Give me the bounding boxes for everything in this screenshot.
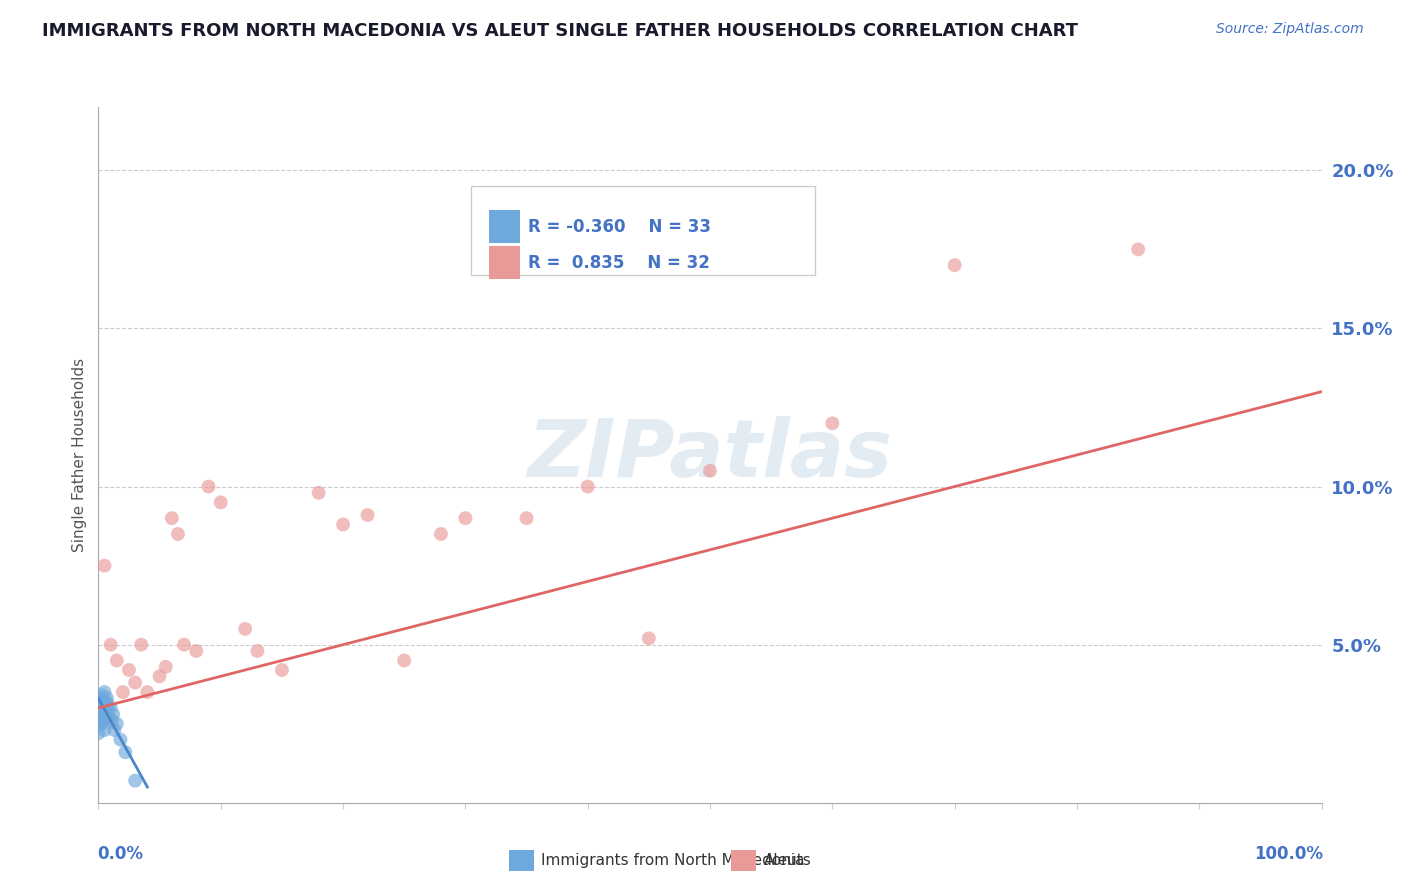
Point (91, 701, 114, 715)
Point (91, 698, 114, 712)
Point (167, 527, 190, 541)
Point (124, 675, 146, 690)
Text: Source: ZipAtlas.com: Source: ZipAtlas.com (1216, 22, 1364, 37)
Y-axis label: Single Father Households: Single Father Households (72, 358, 87, 552)
Point (124, 773, 146, 788)
Point (105, 653, 128, 667)
Point (576, 479, 599, 493)
Point (515, 511, 537, 525)
Point (90, 710, 112, 724)
Point (821, 417, 844, 431)
Point (96, 704, 118, 718)
Point (129, 638, 152, 652)
Point (101, 714, 124, 728)
Point (246, 644, 269, 658)
Point (91, 714, 114, 728)
Point (197, 479, 219, 493)
Point (96, 691, 118, 706)
Text: R = -0.360    N = 33: R = -0.360 N = 33 (529, 218, 711, 235)
Point (118, 663, 141, 677)
Point (91, 695, 114, 709)
Point (114, 745, 136, 759)
Point (98, 710, 121, 724)
Point (356, 508, 378, 522)
Point (87, 716, 110, 731)
Text: R =  0.835    N = 32: R = 0.835 N = 32 (529, 253, 710, 271)
Text: IMMIGRANTS FROM NORTH MACEDONIA VS ALEUT SINGLE FATHER HOUSEHOLDS CORRELATION CH: IMMIGRANTS FROM NORTH MACEDONIA VS ALEUT… (42, 22, 1078, 40)
Point (105, 716, 128, 731)
Point (186, 644, 208, 658)
Text: Aleuts: Aleuts (763, 854, 811, 868)
Point (308, 486, 330, 500)
Point (637, 632, 661, 646)
Point (91, 716, 114, 731)
Text: Immigrants from North Macedonia: Immigrants from North Macedonia (541, 854, 804, 868)
Point (87, 726, 110, 740)
Point (136, 685, 159, 699)
Point (94, 710, 117, 724)
Point (97, 698, 120, 712)
Point (93, 685, 115, 699)
Point (93, 723, 115, 737)
Point (270, 663, 294, 677)
Point (110, 732, 132, 747)
Point (90, 704, 112, 718)
Point (173, 638, 195, 652)
Point (1128, 243, 1150, 257)
Point (90, 691, 112, 706)
Point (91, 704, 114, 718)
Point (233, 622, 256, 636)
Point (111, 685, 134, 699)
Text: ZIPatlas: ZIPatlas (527, 416, 893, 494)
Point (89, 701, 111, 715)
Point (155, 660, 177, 674)
Point (101, 707, 124, 722)
Point (100, 701, 122, 715)
Point (943, 258, 966, 272)
Point (93, 707, 115, 722)
Point (89, 707, 111, 722)
Point (90, 695, 112, 709)
Point (332, 517, 354, 532)
Point (100, 638, 122, 652)
Point (91, 688, 114, 702)
Text: 0.0%: 0.0% (97, 845, 143, 863)
Point (699, 464, 721, 478)
Point (454, 511, 477, 525)
Point (103, 723, 125, 737)
Point (89, 714, 111, 728)
Point (149, 669, 172, 683)
Point (430, 527, 453, 541)
Point (209, 495, 232, 509)
Point (160, 511, 183, 525)
Point (392, 653, 416, 667)
Text: 100.0%: 100.0% (1254, 845, 1323, 863)
Point (94, 695, 117, 709)
Point (93, 558, 115, 573)
